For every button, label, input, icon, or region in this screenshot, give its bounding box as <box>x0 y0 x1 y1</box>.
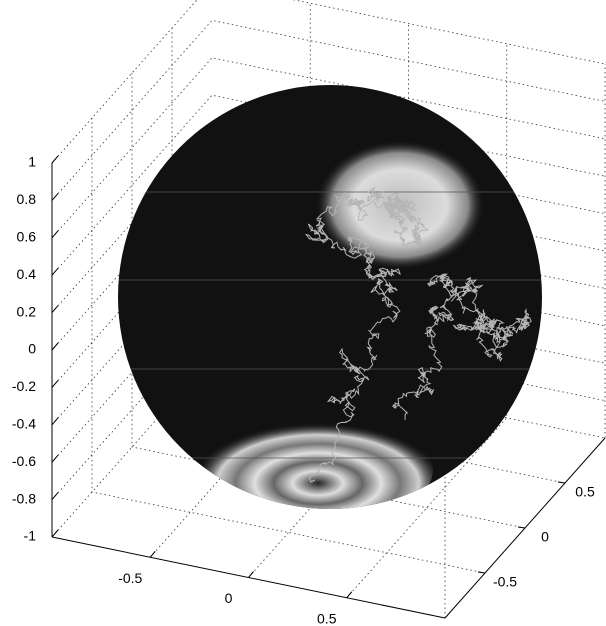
y-tick-label: 0 <box>541 529 549 545</box>
z-tick-label: 1 <box>28 154 36 170</box>
chart: -1 -0.8 -0.6 -0.4 -0.2 0 0.2 0.4 0.6 0.8 1 -0.5 0 0.5… <box>0 0 606 626</box>
z-tick-label: -1 <box>24 528 37 544</box>
z-tick-label: -0.6 <box>12 453 36 469</box>
z-tick <box>52 193 58 200</box>
y-tick <box>518 527 525 528</box>
x-tick-label: -0.5 <box>118 570 142 586</box>
z-tick-label: 0.6 <box>17 229 37 245</box>
z-tick <box>52 380 58 387</box>
y-axis <box>445 438 605 618</box>
x-tick-label: 0 <box>225 590 233 606</box>
z-tick-label: 0.8 <box>17 191 37 207</box>
z-tick-label: 0 <box>28 341 36 357</box>
z-tick <box>52 493 58 500</box>
z-tick-label: -0.4 <box>12 416 36 432</box>
z-tick-label: 0.4 <box>17 266 37 282</box>
z-tick <box>52 306 58 313</box>
z-tick <box>52 455 58 462</box>
x-axis <box>52 537 445 618</box>
z-tick <box>52 156 58 163</box>
z-tick <box>52 343 58 350</box>
x-tick <box>249 572 254 578</box>
z-tick-label: -0.2 <box>12 378 36 394</box>
sphere <box>100 85 560 525</box>
z-tick <box>52 268 58 275</box>
x-tick <box>347 592 352 598</box>
y-tick <box>558 482 565 483</box>
z-tick <box>52 231 58 238</box>
z-tick-label: -0.8 <box>12 490 36 506</box>
z-tick-label: 0.2 <box>17 303 37 319</box>
y-tick <box>478 572 485 573</box>
z-tick <box>52 418 58 425</box>
z-tick <box>52 530 58 537</box>
x-tick <box>150 551 155 557</box>
y-tick-label: -0.5 <box>493 574 517 590</box>
y-tick-label: 0.5 <box>575 484 595 500</box>
x-tick-label: 0.5 <box>317 610 337 626</box>
density-patch <box>203 415 433 525</box>
